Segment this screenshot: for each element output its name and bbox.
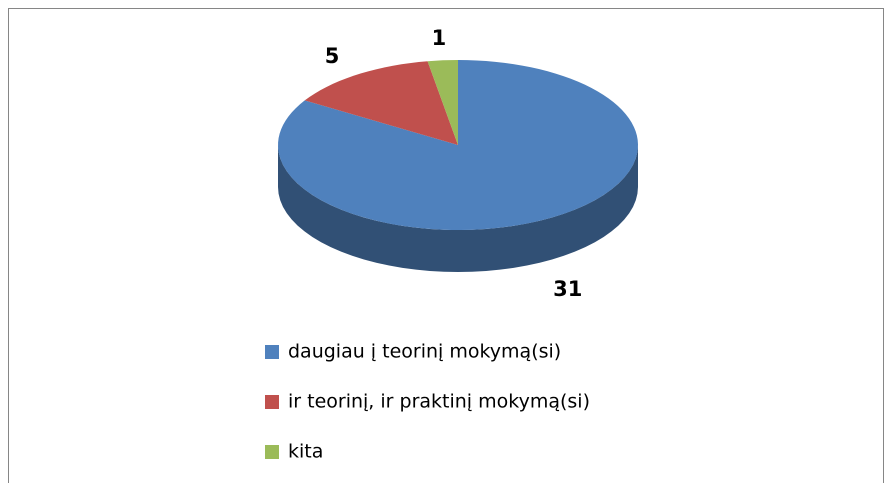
data-label: 1 [432, 26, 447, 50]
legend-swatch [265, 395, 279, 409]
legend-swatch [265, 345, 279, 359]
pie-side [278, 145, 638, 272]
pie-slice [278, 60, 638, 230]
legend-label: ir teorinį, ir praktinį mokymą(si) [288, 391, 590, 413]
legend-label: daugiau į teorinį mokymą(si) [288, 341, 561, 363]
legend-label: kita [288, 441, 323, 463]
pie-slice [304, 61, 458, 145]
legend-swatch [265, 445, 279, 459]
data-label: 5 [325, 44, 340, 68]
pie-slice [427, 60, 458, 145]
data-label: 31 [553, 277, 582, 301]
